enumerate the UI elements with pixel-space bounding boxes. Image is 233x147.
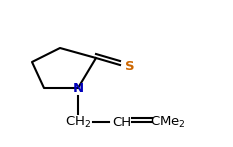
Text: CH: CH — [113, 116, 132, 128]
Text: S: S — [125, 61, 135, 74]
Text: CMe$_2$: CMe$_2$ — [150, 115, 186, 130]
Text: N: N — [72, 81, 84, 95]
Text: CH$_2$: CH$_2$ — [65, 115, 91, 130]
